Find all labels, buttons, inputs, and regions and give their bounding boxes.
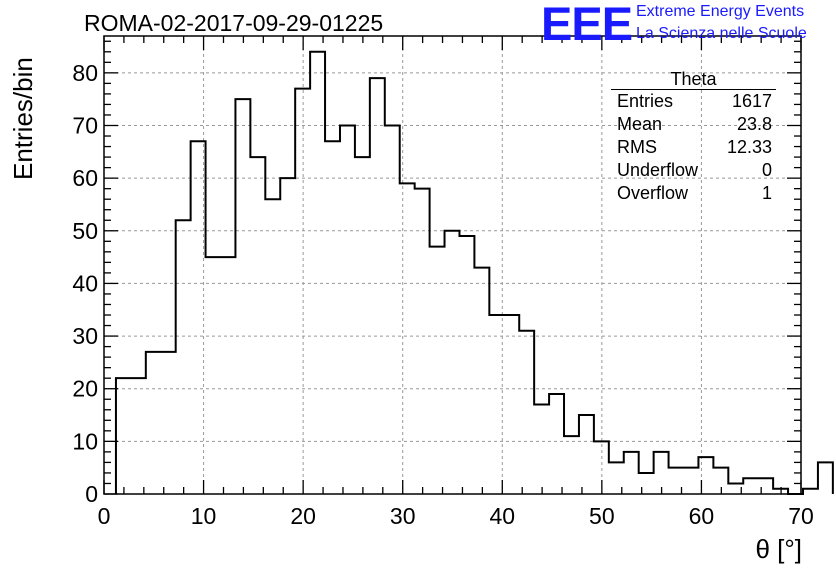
logo-line-2: La Scienza nelle Scuole: [636, 25, 807, 42]
histogram-bin: [280, 178, 295, 494]
histogram-bin: [235, 99, 250, 494]
histogram-bin: [519, 331, 534, 494]
histogram-bin: [220, 257, 235, 494]
histogram-bars: [114, 50, 834, 495]
y-tick-label: 40: [72, 270, 98, 296]
y-tick-label: 10: [72, 428, 98, 454]
stats-value: 1: [761, 183, 772, 203]
histogram-bin: [758, 478, 773, 494]
stats-value: 12.33: [726, 137, 772, 157]
histogram-bin: [639, 473, 654, 494]
histogram-bin: [265, 199, 280, 494]
histogram-bin: [624, 452, 639, 494]
plot-title: ROMA-02-2017-09-29-01225: [84, 10, 384, 36]
histogram-bin: [698, 457, 713, 494]
x-tick-label: 50: [589, 503, 615, 529]
x-tick-label: 40: [489, 503, 515, 529]
x-tick-label: 10: [191, 503, 217, 529]
histogram-bin: [295, 89, 310, 494]
plot-frame: [103, 35, 802, 495]
stats-label: Entries: [617, 91, 674, 111]
stats-label: RMS: [617, 137, 657, 157]
histogram-bin: [310, 52, 325, 494]
histogram-bin: [355, 157, 370, 494]
histogram-bin: [564, 436, 579, 494]
stats-value: 23.8: [736, 114, 772, 134]
histogram-bin: [474, 268, 489, 494]
stats-box: Theta Entries 1617 Mean 23.8 RMS 12.33 Unde…: [611, 70, 776, 205]
y-tick-label: 20: [72, 376, 98, 402]
stats-label: Mean: [617, 114, 663, 134]
histogram-bin: [206, 257, 221, 494]
histogram-bin: [116, 378, 131, 494]
histogram-bin: [370, 78, 385, 494]
x-tick-label: 30: [390, 503, 416, 529]
histogram-bin: [161, 352, 176, 494]
y-tick-label: 50: [72, 218, 98, 244]
stats-value: 0: [761, 160, 772, 180]
histogram-bin: [146, 352, 161, 494]
x-tick-label: 70: [788, 503, 814, 529]
stats-row: Overflow 1: [611, 182, 776, 205]
y-tick-label: 0: [85, 481, 98, 507]
y-axis-label: Entries/bin: [8, 57, 38, 180]
histogram-bin: [459, 236, 474, 494]
histogram-bin: [743, 478, 758, 494]
histogram-bin: [131, 378, 146, 494]
stats-row: RMS 12.33: [611, 136, 776, 159]
histogram-bin: [191, 141, 206, 494]
histogram-bin: [176, 220, 191, 494]
stats-row: Underflow 0: [611, 159, 776, 182]
stats-title: Theta: [611, 70, 776, 90]
stats-label: Underflow: [617, 160, 699, 180]
logo-line-1: Extreme Energy Events: [636, 3, 805, 20]
histogram-bin: [579, 415, 594, 494]
y-tick-label: 30: [72, 323, 98, 349]
x-tick-label: 60: [689, 503, 715, 529]
histogram-bin: [385, 125, 400, 494]
x-tick-label: 0: [98, 503, 111, 529]
y-tick-label: 80: [72, 60, 98, 86]
histogram-bin: [684, 468, 699, 494]
histogram-bin: [415, 189, 430, 494]
histogram-bin: [430, 247, 445, 494]
histogram-bin: [340, 125, 355, 494]
histogram-bin: [818, 462, 833, 494]
histogram-bin: [504, 315, 519, 494]
histogram-bin: [400, 183, 415, 494]
y-tick-label: 70: [72, 112, 98, 138]
histogram-bin: [445, 231, 460, 494]
histogram-bin: [250, 157, 265, 494]
eee-logo: EEE: [541, 0, 633, 50]
stats-row: Entries 1617: [611, 90, 776, 113]
histogram-outline: [114, 50, 834, 495]
histogram-bin: [549, 394, 564, 494]
stats-row: Mean 23.8: [611, 113, 776, 136]
histogram-bin: [534, 405, 549, 494]
stats-label: Overflow: [617, 183, 689, 203]
x-tick-label: 20: [290, 503, 316, 529]
x-axis-label: θ [°]: [755, 534, 802, 564]
histogram-bin: [325, 141, 340, 494]
stats-value: 1617: [731, 91, 772, 111]
histogram-bin: [489, 315, 504, 494]
y-tick-label: 60: [72, 165, 98, 191]
